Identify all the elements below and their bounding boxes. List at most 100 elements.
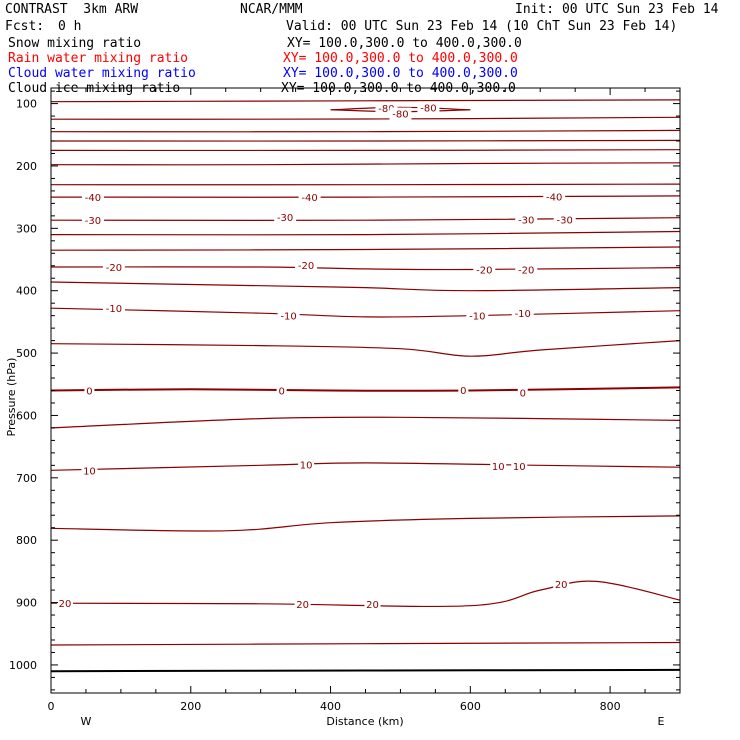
y-tick-label: 500 <box>16 347 37 360</box>
contour-label: -10 <box>469 312 485 323</box>
contour-line <box>50 230 681 236</box>
contour-line <box>50 246 681 251</box>
init-time: Init: 00 UTC Sun 23 Feb 14 <box>515 2 719 17</box>
contour-label: -40 <box>546 193 562 204</box>
contour-label-bg <box>294 597 311 610</box>
contour-labels: -80 -80-80-40 -40 -40-30 -30 -30 -30-20 -20 -20-… <box>56 101 576 611</box>
contour-label-bg <box>298 458 315 471</box>
contour-label: 20 <box>59 599 72 610</box>
field-snow-name: Snow mixing ratio <box>8 36 142 51</box>
contour-label-bg <box>56 597 73 610</box>
contour-label-bg <box>84 384 95 397</box>
y-tick-label: 400 <box>16 285 37 298</box>
model-title: CONTRAST 3km ARW <box>5 2 139 17</box>
contour-label: -10 <box>280 312 296 323</box>
y-tick-label: 200 <box>16 160 37 173</box>
contour-label-bg <box>511 459 528 472</box>
y-tick-label: 100 <box>16 98 37 111</box>
contour-line <box>330 106 471 111</box>
contour-line <box>50 580 681 608</box>
contour-line <box>50 149 681 152</box>
x-tick-label: 800 <box>600 700 621 713</box>
contour-line <box>50 266 681 271</box>
contour-label: 20 <box>296 600 309 611</box>
contour-label-bg <box>458 383 469 396</box>
contour-line <box>50 515 681 532</box>
contour-label-bg <box>511 307 534 320</box>
contour-label: 0 <box>460 386 466 397</box>
field-cloudwater-xy: XY= 100.0,300.0 to 400.0,300.0 <box>283 66 518 81</box>
contour-line <box>50 183 681 186</box>
contour-label-bg <box>295 259 318 272</box>
contour-label-bg <box>364 597 381 610</box>
surface-line <box>50 668 681 673</box>
contour-label-bg <box>277 309 300 322</box>
contour-label: 0 <box>520 388 526 399</box>
contour-label: 10 <box>83 466 96 477</box>
contour-line <box>50 116 681 120</box>
contour-line <box>50 99 681 103</box>
contour-label: 10 <box>492 462 505 473</box>
contour-line <box>50 462 681 471</box>
x-tick-label: 200 <box>180 700 201 713</box>
contour-label: 0 <box>278 387 284 398</box>
contour-label: -30 <box>518 216 534 227</box>
contour-line <box>50 416 681 429</box>
contour-label-bg <box>276 384 287 397</box>
contour-label: -80 <box>378 104 394 115</box>
institution-label: NCAR/MMM <box>240 2 303 17</box>
contour-line <box>50 307 681 318</box>
fcst-label: Fcst: <box>5 19 45 34</box>
contour-label-bg <box>102 261 125 274</box>
contour-label: 20 <box>555 580 568 591</box>
contour-line <box>50 641 681 646</box>
contour-lines <box>50 99 681 673</box>
contour-label-bg <box>81 214 104 227</box>
contour-line <box>50 386 681 392</box>
contour-label-bg <box>515 213 538 226</box>
fcst-value: 0 h <box>58 19 82 34</box>
east-label: E <box>658 715 665 728</box>
contour-label: -30 <box>277 213 293 224</box>
contour-line <box>50 139 681 142</box>
contour-label: -80 <box>392 110 408 121</box>
contour-label: 20 <box>366 600 379 611</box>
contour-label-bg <box>417 101 440 114</box>
y-axis-label: Pressure (hPa) <box>5 358 18 437</box>
field-rain-xy: XY= 100.0,300.0 to 400.0,300.0 <box>283 51 518 66</box>
contour-label: -10 <box>106 304 122 315</box>
contour-label-bg <box>274 211 297 224</box>
field-rain-name: Rain water mixing ratio <box>8 51 189 66</box>
y-tick-label: 1000 <box>9 659 37 672</box>
y-tick-label: 600 <box>16 409 37 422</box>
contour-label: -20 <box>476 266 492 277</box>
contour-label-bg <box>473 263 496 276</box>
contour-label-bg <box>553 213 576 226</box>
x-tick-label: 400 <box>320 700 341 713</box>
y-tick-label: 300 <box>16 222 37 235</box>
field-cloudwater-name: Cloud water mixing ratio <box>8 66 196 81</box>
contour-line <box>50 195 681 198</box>
contour-label: -20 <box>518 266 534 277</box>
contour-label-bg <box>298 191 321 204</box>
contour-line <box>50 281 681 292</box>
contour-line <box>50 162 681 166</box>
contour-label-bg <box>515 263 538 276</box>
contour-label-bg <box>553 577 570 590</box>
field-snow-xy: XY= 100.0,300.0 to 400.0,300.0 <box>287 36 522 51</box>
valid-time: Valid: 00 UTC Sun 23 Feb 14 (10 ChT Sun … <box>286 19 678 34</box>
contour-label: 0 <box>86 387 92 398</box>
contour-line <box>50 217 681 221</box>
x-axis-label: Distance (km) <box>326 715 403 728</box>
contour-label-bg <box>389 107 412 120</box>
contour-line <box>50 340 681 357</box>
x-tick-label: 0 <box>48 700 55 713</box>
contour-label: -30 <box>85 216 101 227</box>
contour-label: -40 <box>301 193 317 204</box>
contour-line <box>50 129 681 133</box>
y-tick-label: 700 <box>16 472 37 485</box>
contour-label-bg <box>81 191 104 204</box>
contour-label-bg <box>102 302 125 315</box>
contour-label-bg <box>490 459 507 472</box>
